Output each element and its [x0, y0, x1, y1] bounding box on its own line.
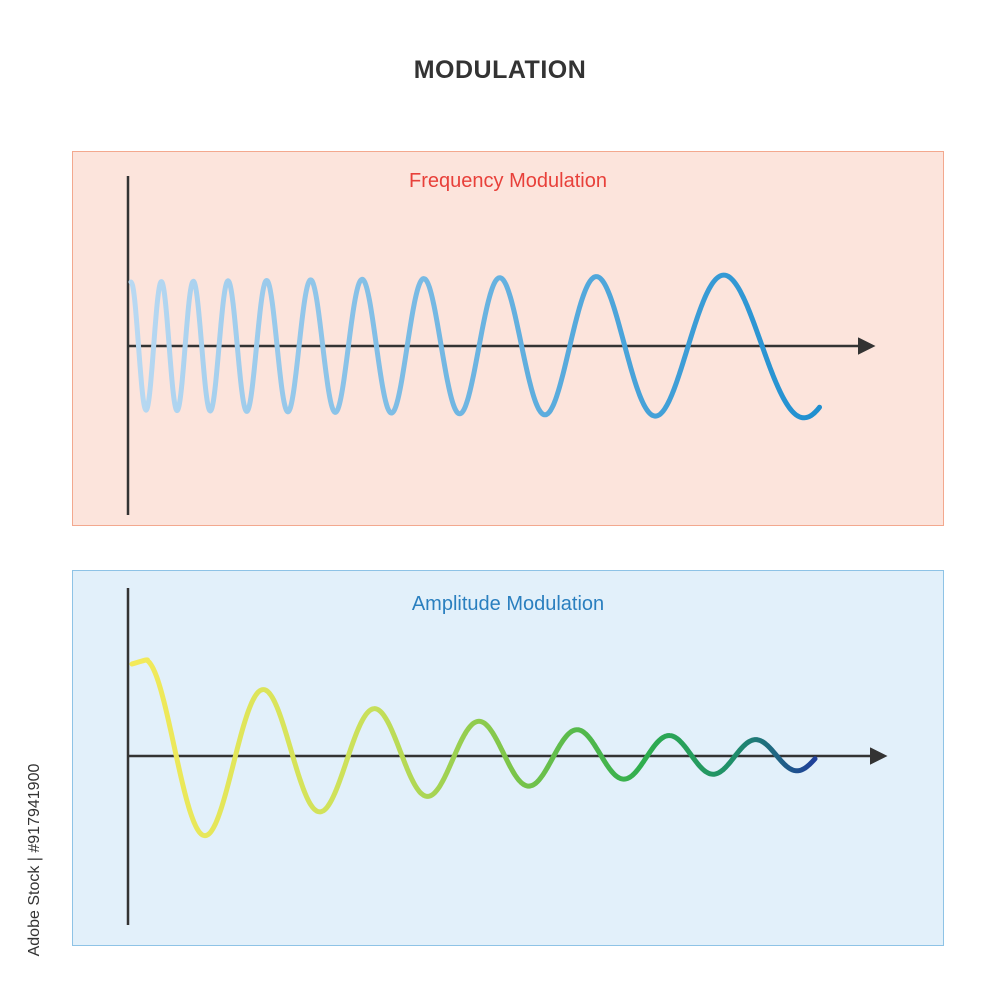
- amplitude-modulation-label: Amplitude Modulation: [411, 593, 605, 615]
- fm-wave: [128, 272, 822, 421]
- amplitude-modulation-panel: Amplitude Modulation: [72, 570, 944, 946]
- am-wave: [129, 657, 818, 839]
- diagram-title: MODULATION: [413, 56, 587, 84]
- watermark-text: Adobe Stock | #917941900: [26, 763, 43, 957]
- frequency-modulation-label: Frequency Modulation: [409, 170, 607, 192]
